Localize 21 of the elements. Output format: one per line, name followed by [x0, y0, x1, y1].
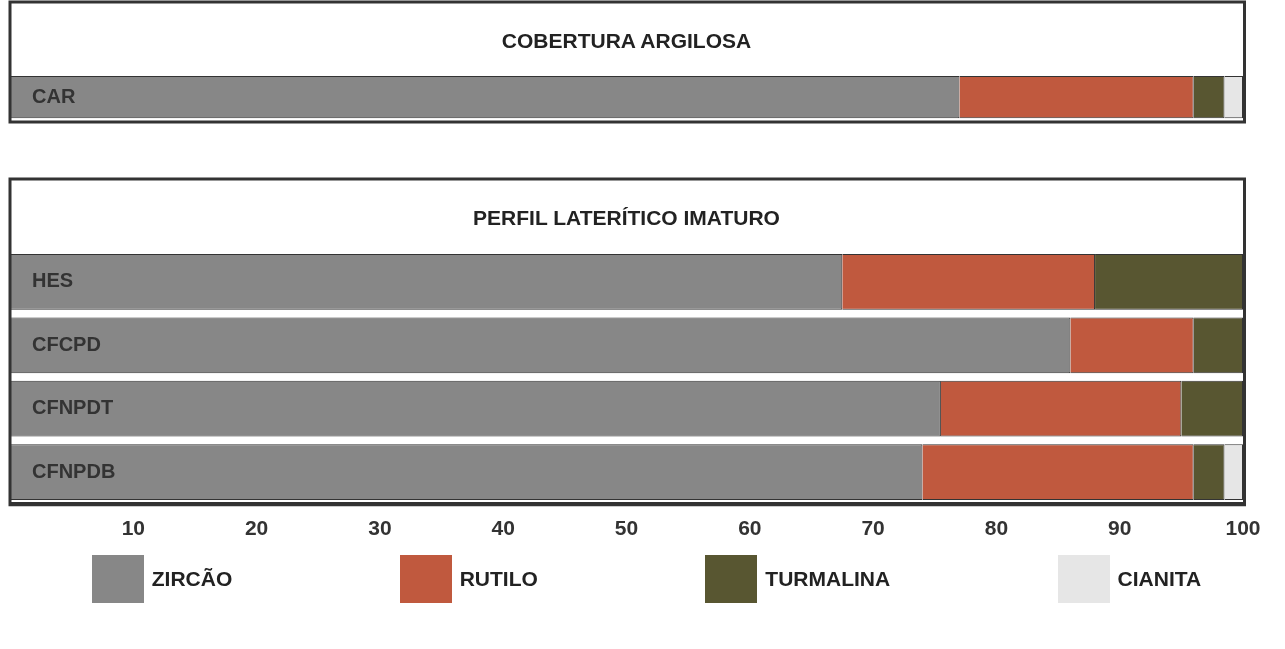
y-tick-label: HES	[32, 269, 74, 292]
legend-label: TURMALINA	[765, 567, 891, 591]
x-tick-label: 20	[244, 516, 269, 540]
x-tick-label: 10	[121, 516, 145, 540]
x-tick-label: 70	[861, 516, 885, 540]
x-tick-label: 80	[984, 516, 1009, 540]
text: COBERTURA ARGILOSA	[501, 29, 752, 53]
x-tick-label: 30	[368, 516, 392, 540]
x-tick-label: 90	[1108, 516, 1132, 540]
y-tick-label: CFCPD	[32, 332, 101, 355]
y-tick-label: CFNPDT	[32, 396, 114, 419]
y-tick-label: CFNPDB	[32, 459, 116, 482]
x-tick-label: 60	[738, 516, 762, 540]
x-tick-label: 40	[491, 516, 515, 540]
x-tick-label: 50	[614, 516, 639, 540]
legend-label: CIANITA	[1117, 567, 1202, 591]
y-tick-label: CAR	[32, 84, 76, 107]
x-tick-label: 100	[1225, 516, 1261, 540]
legend-label: RUTILO	[459, 567, 538, 591]
legend-label: ZIRCÃO	[151, 567, 233, 591]
chart-title: PERFIL LATERÍTICO IMATURO	[473, 206, 780, 230]
